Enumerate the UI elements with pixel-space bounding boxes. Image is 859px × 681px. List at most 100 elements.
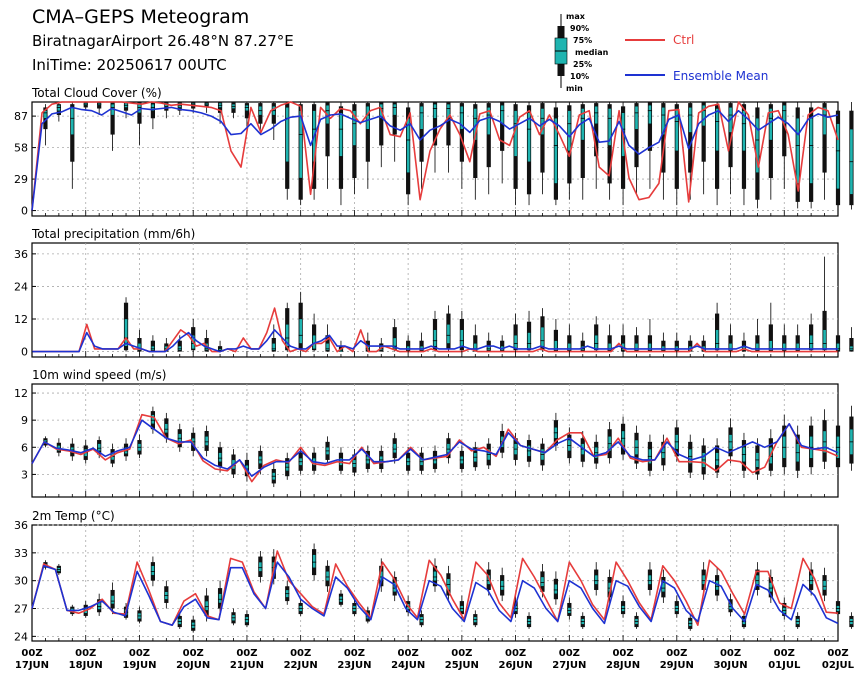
box-plot bbox=[325, 324, 330, 352]
box-plot bbox=[97, 593, 102, 616]
box-p10-p90 bbox=[768, 104, 773, 178]
box-p10-p90 bbox=[849, 338, 854, 352]
box-p25-p75 bbox=[822, 580, 827, 591]
box-plot bbox=[486, 102, 491, 195]
x-hour-label: 00Z bbox=[505, 648, 526, 659]
station-name: BiratnagarAirport bbox=[32, 32, 163, 50]
box-plot bbox=[298, 599, 303, 616]
panel-title: 2m Temp (°C) bbox=[32, 509, 115, 523]
box-plot bbox=[634, 102, 639, 195]
x-hour-label: 00Z bbox=[75, 648, 96, 659]
box-plot bbox=[594, 434, 599, 469]
box-p10-p90 bbox=[432, 102, 438, 146]
ensemble-mean-line bbox=[31, 561, 839, 627]
box-p25-p75 bbox=[769, 340, 773, 351]
legend-box-min: min bbox=[566, 84, 583, 93]
x-date-label: 29JUN bbox=[660, 660, 694, 671]
box-plot bbox=[782, 324, 787, 352]
box-p10-p90 bbox=[486, 103, 491, 168]
box-p25-p75 bbox=[419, 106, 424, 130]
legend-box-p10: 10% bbox=[570, 72, 590, 81]
box-plot bbox=[473, 102, 478, 200]
box-plot bbox=[553, 102, 558, 206]
x-date-label: 01JUL bbox=[768, 660, 801, 671]
box-plot bbox=[473, 324, 478, 352]
box-p25-p75 bbox=[151, 565, 155, 576]
box-plot bbox=[795, 324, 800, 352]
box-p25-p75 bbox=[325, 343, 330, 351]
x-date-label: 22JUN bbox=[284, 660, 318, 671]
box-plot bbox=[580, 102, 585, 200]
box-plot bbox=[526, 102, 532, 206]
box-plot bbox=[822, 567, 827, 602]
box-plot bbox=[594, 562, 599, 596]
x-hour-label: 00Z bbox=[774, 648, 795, 659]
box-p25-p75 bbox=[769, 582, 773, 592]
ensemble-mean-line bbox=[31, 106, 839, 211]
box-p10-p90 bbox=[728, 103, 733, 168]
box-p25-p75 bbox=[702, 105, 706, 127]
box-plot bbox=[594, 316, 599, 352]
box-p25-p75 bbox=[796, 118, 800, 184]
legend-box-p90: 90% bbox=[570, 24, 590, 33]
box-p25-p75 bbox=[339, 112, 343, 157]
box-p25-p75 bbox=[554, 118, 558, 184]
station-line: BiratnagarAirport 26.48°N 87.27°E bbox=[32, 32, 294, 50]
y-tick-label: 9 bbox=[21, 414, 28, 427]
box-p10-p90 bbox=[594, 103, 599, 157]
box-p10-p90 bbox=[647, 102, 653, 151]
box-plot bbox=[325, 436, 330, 464]
ensemble-mean-line bbox=[32, 329, 838, 353]
box-plot bbox=[782, 597, 787, 620]
box-p10-p90 bbox=[768, 324, 773, 352]
x-hour-label: 00Z bbox=[236, 648, 257, 659]
box-plot bbox=[432, 558, 438, 592]
x-date-label: 26JUN bbox=[499, 660, 533, 671]
box-plot bbox=[298, 291, 303, 352]
y-tick-label: 24 bbox=[14, 280, 28, 293]
box-plot bbox=[701, 438, 706, 480]
panel-0 bbox=[31, 101, 854, 217]
box-p25-p75 bbox=[460, 106, 464, 130]
box-p25-p75 bbox=[500, 580, 504, 591]
box-plot bbox=[231, 608, 236, 626]
box-plot bbox=[540, 438, 545, 471]
box-p25-p75 bbox=[97, 443, 101, 452]
box-p10-p90 bbox=[325, 102, 330, 157]
box-p25-p75 bbox=[433, 571, 437, 581]
box-plot bbox=[473, 441, 478, 471]
box-plot bbox=[835, 595, 841, 618]
box-plot bbox=[500, 102, 505, 184]
box-plot bbox=[325, 560, 330, 592]
panel-title: Total Cloud Cover (%) bbox=[31, 86, 162, 100]
y-tick-label: 12 bbox=[14, 387, 28, 400]
box-plot bbox=[567, 324, 572, 352]
x-date-label: 17JUN bbox=[15, 660, 49, 671]
box-p25-p75 bbox=[594, 106, 598, 124]
box-p25-p75 bbox=[446, 324, 451, 344]
init-time: IniTime: 20250617 00UTC bbox=[32, 56, 227, 74]
box-p10-p90 bbox=[688, 103, 693, 173]
box-p25-p75 bbox=[500, 105, 504, 124]
box-p25-p75 bbox=[715, 452, 719, 466]
box-plot bbox=[755, 319, 760, 352]
box-plot bbox=[607, 421, 612, 464]
box-plot bbox=[835, 324, 841, 352]
box-p25-p75 bbox=[178, 345, 182, 351]
box-p25-p75 bbox=[124, 318, 128, 347]
box-plot bbox=[526, 612, 532, 629]
box-p25-p75 bbox=[540, 326, 545, 347]
box-plot bbox=[137, 434, 142, 459]
box-p25-p75 bbox=[554, 584, 558, 594]
panel-title: 10m wind speed (m/s) bbox=[32, 368, 166, 382]
box-p25-p75 bbox=[366, 106, 370, 130]
box-p25-p75 bbox=[57, 105, 61, 111]
box-p25-p75 bbox=[715, 329, 719, 350]
box-plot bbox=[392, 432, 397, 464]
box-plot bbox=[70, 438, 75, 461]
station-lon: 87.27°E bbox=[233, 32, 294, 50]
box-p25-p75 bbox=[218, 593, 222, 604]
box-plot bbox=[620, 595, 626, 618]
x-date-label: 28JUN bbox=[606, 660, 640, 671]
box-p25-p75 bbox=[782, 343, 786, 351]
